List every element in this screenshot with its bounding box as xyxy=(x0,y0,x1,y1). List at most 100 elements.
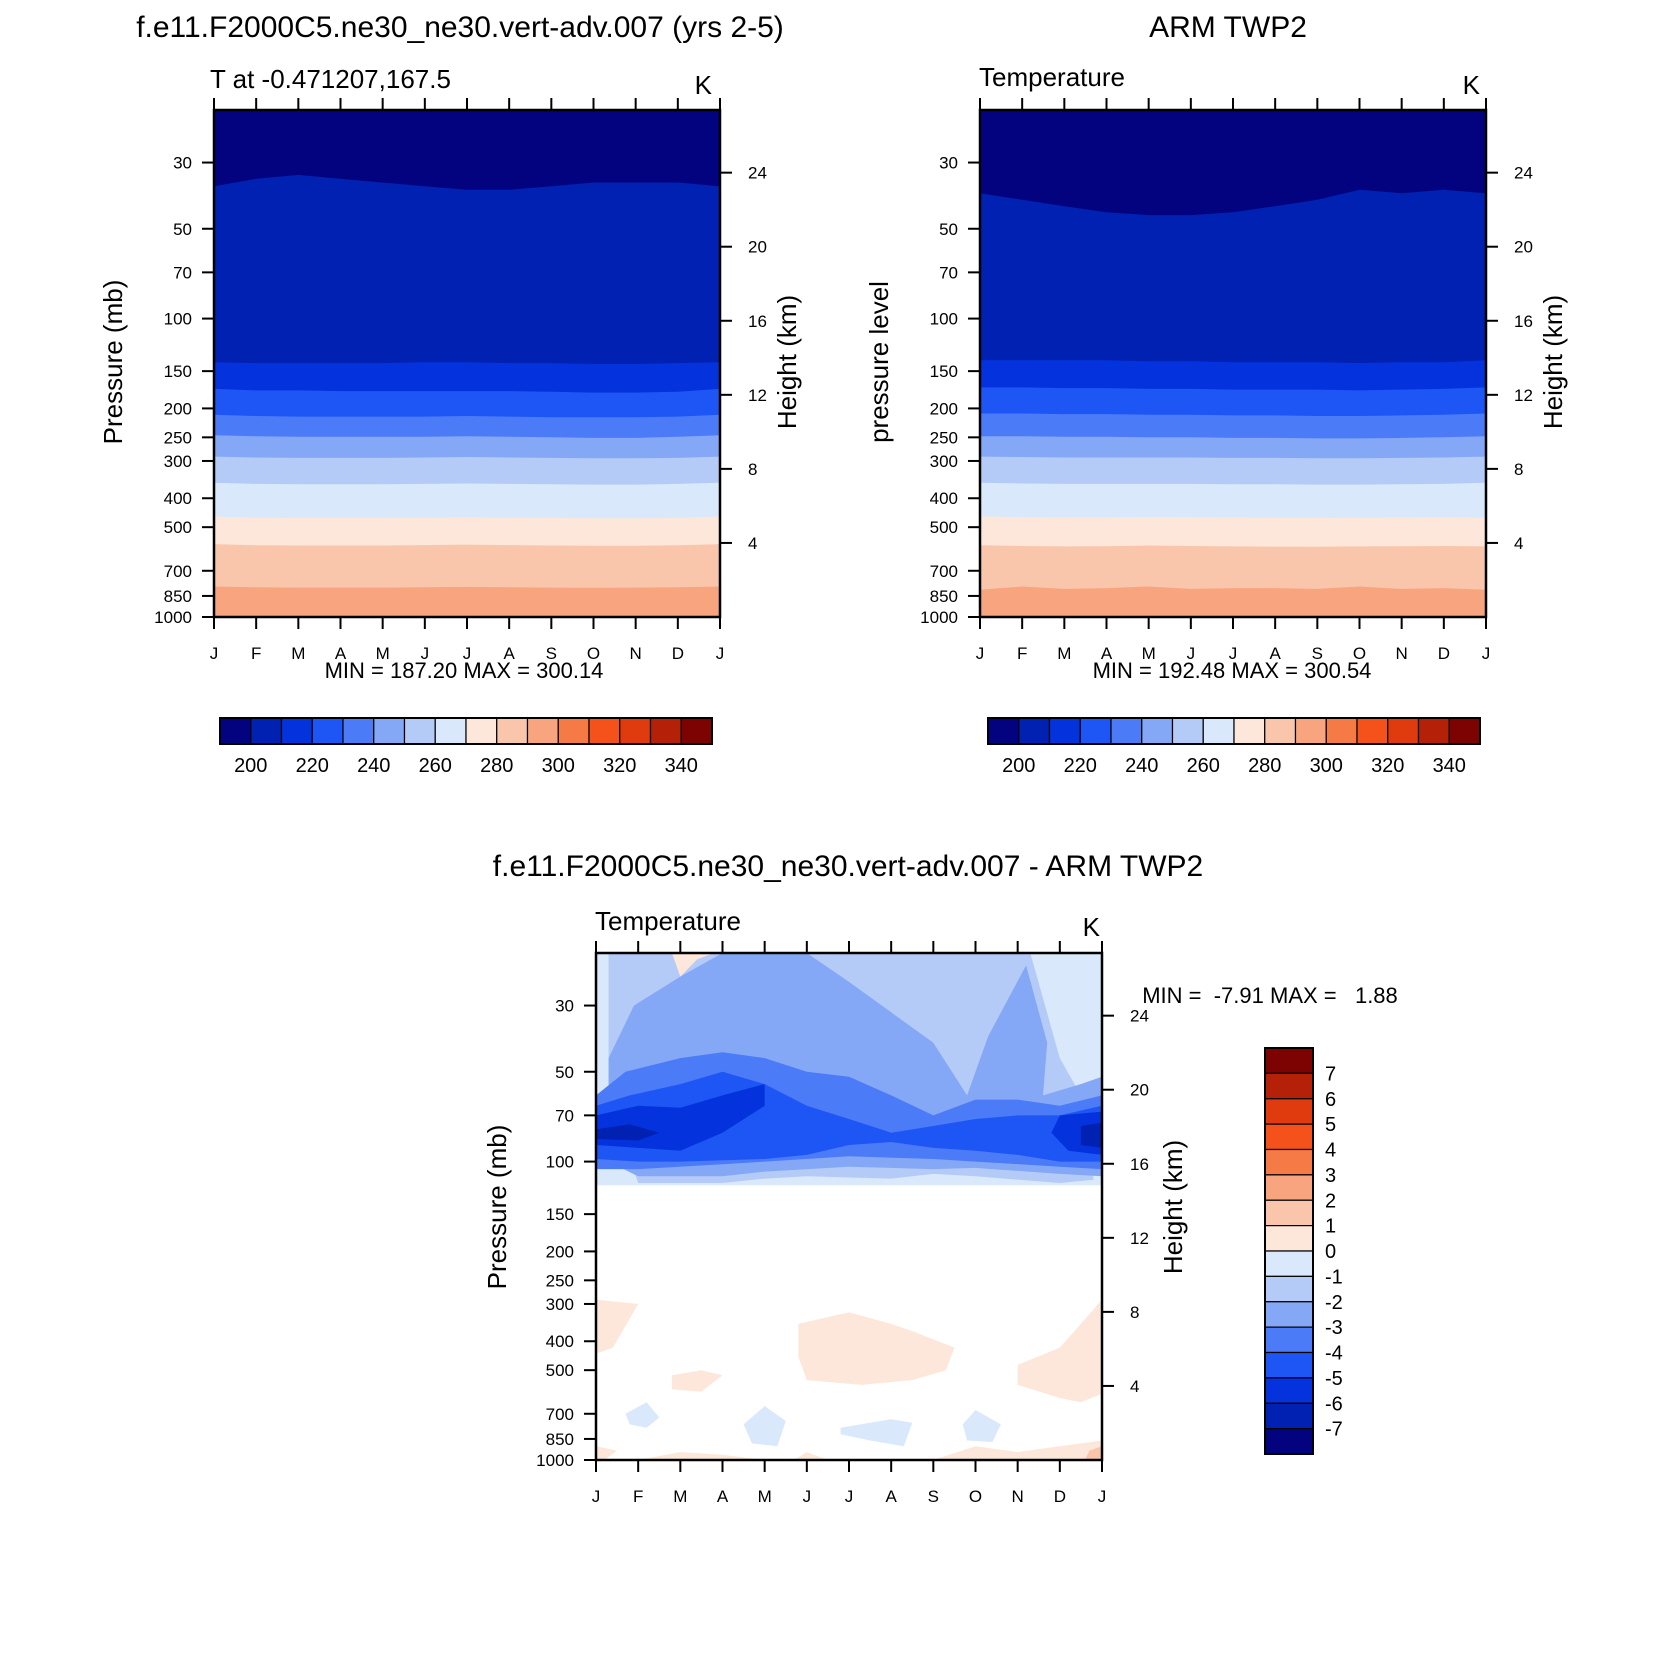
y-tick-label: 400 xyxy=(164,489,192,508)
y-right-tick-label: 4 xyxy=(1514,534,1523,553)
y-tick-label: 700 xyxy=(930,562,958,581)
colorbar-box xyxy=(1264,717,1297,745)
colorbar-box xyxy=(1325,717,1358,745)
y-tick-label: 850 xyxy=(546,1430,574,1449)
y-tick-label: 1000 xyxy=(154,608,192,627)
y-tick-label: 200 xyxy=(930,399,958,418)
colorbar-label: 220 xyxy=(296,755,329,777)
colorbar-label: 280 xyxy=(480,755,513,777)
y-axis-label: Pressure (mb) xyxy=(482,1125,512,1290)
x-tick-label: J xyxy=(463,644,472,663)
colorbar-box xyxy=(588,717,621,745)
colorbar-label: -3 xyxy=(1325,1317,1343,1339)
contour-band xyxy=(1085,1446,1102,1460)
y-axis-right-label: Height (km) xyxy=(772,295,802,429)
colorbar-label: 260 xyxy=(419,755,452,777)
y-tick-label: 250 xyxy=(546,1271,574,1290)
x-tick-label: J xyxy=(1229,644,1238,663)
y-tick-label: 70 xyxy=(173,263,192,282)
colorbar-box xyxy=(1264,1047,1314,1074)
x-tick-label: D xyxy=(1054,1487,1066,1506)
y-tick-label: 700 xyxy=(546,1405,574,1424)
colorbar-box xyxy=(219,717,252,745)
contour-fill xyxy=(214,110,720,617)
x-tick-label: J xyxy=(1098,1487,1107,1506)
x-tick-label: N xyxy=(1396,644,1408,663)
y-tick-label: 100 xyxy=(930,310,958,329)
x-tick-label: J xyxy=(421,644,430,663)
y-tick-label: 400 xyxy=(546,1332,574,1351)
y-tick-label: 50 xyxy=(173,220,192,239)
colorbar-box xyxy=(1387,717,1420,745)
contour-band xyxy=(596,1299,639,1354)
colorbar-label: 200 xyxy=(234,755,267,777)
y-tick-label: 150 xyxy=(546,1205,574,1224)
panel-model: f.e11.F2000C5.ne30_ne30.vert-adv.007 (yr… xyxy=(98,11,802,777)
panel-obs: ARM TWP2 Temperature K J F M A M J J A S O N D J 30 50… xyxy=(864,11,1568,777)
colorbar: 7 6 5 4 3 2 1 0 -1 -2 -3 -4 -5 -6 -7 xyxy=(1264,1047,1343,1455)
colorbar-box xyxy=(1110,717,1143,745)
panel-right-string: K xyxy=(1463,70,1481,100)
x-tick-label: A xyxy=(503,644,515,663)
y-right-tick-label: 4 xyxy=(748,534,757,553)
colorbar-box xyxy=(1264,1072,1314,1100)
x-tick-label: F xyxy=(1017,644,1027,663)
x-tick-label: M xyxy=(758,1487,772,1506)
colorbar-box xyxy=(403,717,436,745)
colorbar-box xyxy=(1294,717,1327,745)
x-tick-label: D xyxy=(672,644,684,663)
y-tick-label: 70 xyxy=(939,263,958,282)
colorbar: 200 220 240 260 280 300 320 340 xyxy=(219,717,713,777)
colorbar-label: 0 xyxy=(1325,1241,1336,1263)
colorbar-label: 7 xyxy=(1325,1063,1336,1085)
y-tick-label: 400 xyxy=(930,489,958,508)
contour-band xyxy=(671,1370,723,1392)
x-tick-label: A xyxy=(885,1487,897,1506)
contour-band xyxy=(962,1410,1001,1442)
y-axis-right-label: Height (km) xyxy=(1158,1140,1188,1274)
colorbar-label: 300 xyxy=(542,755,575,777)
colorbar-box xyxy=(1264,1148,1314,1176)
y-right-tick-label: 20 xyxy=(1130,1081,1149,1100)
colorbar-label: 3 xyxy=(1325,1165,1336,1187)
colorbar-box xyxy=(1264,1225,1314,1252)
y-tick-label: 300 xyxy=(930,452,958,471)
colorbar-box xyxy=(1448,717,1481,745)
colorbar-box xyxy=(526,717,559,745)
colorbar-label: 5 xyxy=(1325,1114,1336,1136)
y-tick-label: 500 xyxy=(546,1361,574,1380)
colorbar-box xyxy=(1264,1402,1314,1430)
y-tick-label: 1000 xyxy=(536,1451,574,1470)
colorbar-box xyxy=(1264,1326,1314,1354)
y-tick-label: 100 xyxy=(164,310,192,329)
y-right-tick-label: 16 xyxy=(1130,1155,1149,1174)
y-tick-label: 250 xyxy=(930,428,958,447)
colorbar-label: 260 xyxy=(1187,755,1220,777)
stats-label: MIN = -7.91 MAX = 1.88 xyxy=(1142,983,1398,1008)
colorbar-label: -2 xyxy=(1325,1292,1343,1314)
colorbar-box xyxy=(1202,717,1235,745)
y-right-tick-label: 12 xyxy=(748,386,767,405)
panel-right-string: K xyxy=(695,70,713,100)
x-tick-label: N xyxy=(1012,1487,1024,1506)
y-tick-label: 250 xyxy=(164,428,192,447)
colorbar-box xyxy=(1264,1174,1314,1201)
x-tick-label: A xyxy=(1269,644,1281,663)
colorbar-label: -1 xyxy=(1325,1266,1343,1288)
stats-label: MIN = 192.48 MAX = 300.54 xyxy=(1093,658,1372,683)
panel-title: f.e11.F2000C5.ne30_ne30.vert-adv.007 - A… xyxy=(493,850,1203,883)
y-right-tick-label: 16 xyxy=(748,312,767,331)
contour-band xyxy=(840,1419,913,1447)
colorbar-box xyxy=(1141,717,1174,745)
y-tick-label: 500 xyxy=(164,518,192,537)
y-right-tick-label: 24 xyxy=(748,164,767,183)
x-tick-label: O xyxy=(969,1487,982,1506)
colorbar-box xyxy=(1018,717,1051,745)
y-right-tick-label: 16 xyxy=(1514,312,1533,331)
colorbar-box xyxy=(1233,717,1266,745)
ticks: J F M A M J J A S O N D J 30 50 70 100 150 200 250 300 400 500… xyxy=(920,98,1533,663)
colorbar-label: 280 xyxy=(1248,755,1281,777)
x-tick-label: M xyxy=(673,1487,687,1506)
panel-diff: f.e11.F2000C5.ne30_ne30.vert-adv.007 - A… xyxy=(482,850,1398,1506)
